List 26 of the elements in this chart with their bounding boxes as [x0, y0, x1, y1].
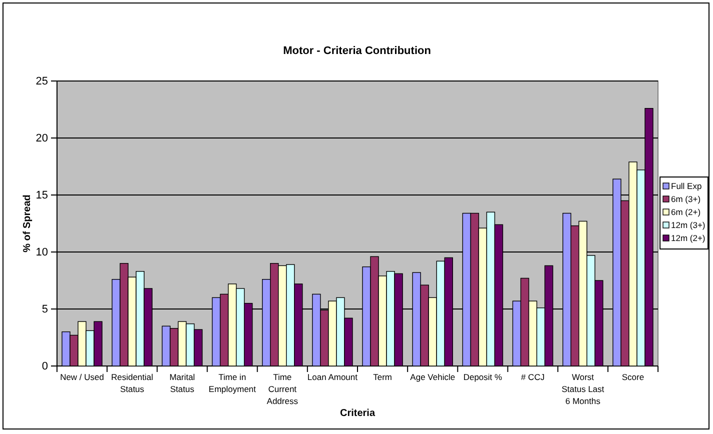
- y-tick-label: 20: [36, 132, 48, 145]
- legend-label: Full Exp: [671, 181, 702, 191]
- y-tick-label: 0: [42, 360, 48, 373]
- legend-label: 6m (2+): [671, 207, 701, 217]
- x-tick-label: Loan Amount: [307, 372, 358, 382]
- y-tick-label: 15: [36, 190, 48, 202]
- legend-label: 12m (2+): [671, 233, 706, 243]
- chart-title: Motor - Criteria Contribution: [283, 45, 432, 57]
- x-tick-label: Score: [622, 372, 644, 382]
- x-axis-title: Criteria: [340, 408, 376, 419]
- x-tick-label: Deposit %: [463, 372, 503, 382]
- x-tick-label: Time Current Address: [266, 372, 298, 406]
- x-tick-label: # CCJ: [520, 372, 545, 382]
- legend-label: 6m (3+): [671, 194, 701, 204]
- x-tick-label: Term: [373, 372, 392, 382]
- x-tick-label: New / Used: [60, 372, 104, 382]
- x-tick-label: Time in Employment: [208, 372, 257, 394]
- x-tick-label: Worst Status Last 6 Months: [562, 372, 605, 406]
- y-tick-label: 5: [42, 304, 48, 316]
- y-tick-label: 25: [36, 76, 48, 88]
- legend-label: 12m (3+): [671, 220, 706, 230]
- x-tick-label: Residential Status: [111, 372, 154, 394]
- x-tick-label: Marital Status: [169, 372, 196, 394]
- y-axis-title: % of Spread: [22, 194, 33, 252]
- x-tick-label: Age Vehicle: [410, 372, 456, 382]
- y-tick-label: 10: [36, 246, 48, 259]
